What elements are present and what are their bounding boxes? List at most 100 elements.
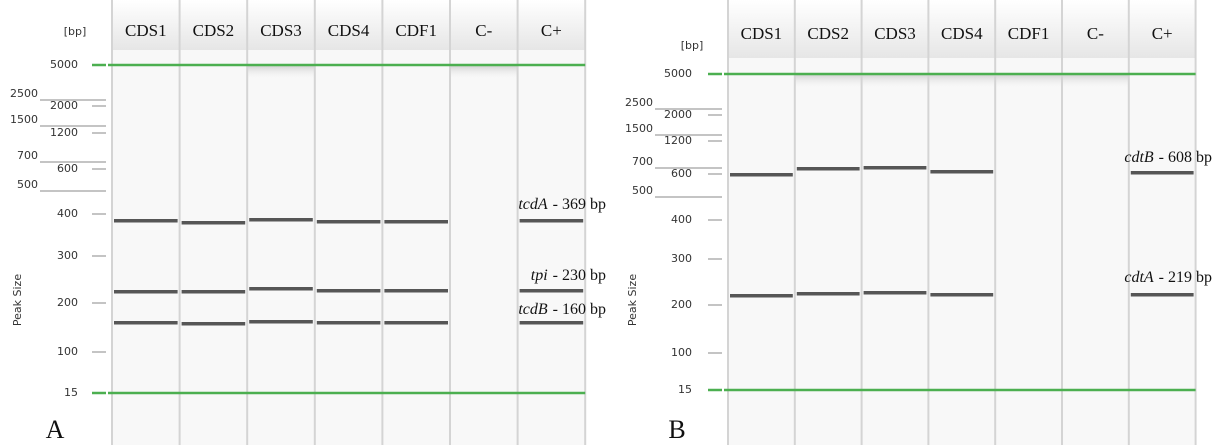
ladder-label: 2000 bbox=[50, 99, 78, 112]
lane-label: CDS4 bbox=[941, 24, 983, 43]
panel-letter: A bbox=[46, 415, 65, 444]
dna-band bbox=[797, 167, 860, 171]
dna-band bbox=[930, 293, 993, 297]
dna-band bbox=[1131, 293, 1194, 297]
gel-background bbox=[728, 0, 1196, 445]
dna-band bbox=[520, 289, 584, 293]
band-annotation: cdtA - 219 bp bbox=[1124, 269, 1212, 286]
ladder-label: 700 bbox=[632, 155, 653, 168]
gene-name: tcdB bbox=[518, 301, 548, 318]
ladder-label: 1500 bbox=[625, 122, 653, 135]
dna-band bbox=[520, 321, 584, 325]
dna-band bbox=[249, 320, 313, 324]
band-annotation: tcdA - 369 bp bbox=[518, 196, 606, 213]
band-annotation: tcdB - 160 bp bbox=[518, 301, 606, 318]
ladder-label: 300 bbox=[57, 249, 78, 262]
dna-band bbox=[1131, 171, 1194, 175]
ladder-label: 1200 bbox=[664, 134, 692, 147]
dna-band bbox=[384, 321, 448, 325]
ladder-label: 5000 bbox=[664, 67, 692, 80]
dna-band bbox=[520, 219, 584, 223]
top-smear bbox=[1062, 74, 1129, 88]
ladder-label: 500 bbox=[632, 184, 653, 197]
gel-panel: CDS1 CDS2 CDS3 CDS4 CDF1 C- C+ [bp] 2500 1500 700 5… bbox=[625, 0, 1212, 445]
gel-panel: CDS1 CDS2 CDS3 CDS4 CDF1 C- C+ [bp] 2500 1500 700 5… bbox=[10, 0, 606, 445]
top-smear bbox=[928, 74, 995, 88]
ladder-label: 200 bbox=[57, 296, 78, 309]
dna-band bbox=[730, 173, 793, 177]
band-size: - 369 bp bbox=[553, 196, 606, 213]
dna-band bbox=[317, 321, 381, 325]
dna-band bbox=[182, 322, 246, 326]
dna-band bbox=[864, 291, 927, 295]
top-smear bbox=[450, 65, 518, 79]
ladder-label: 700 bbox=[17, 149, 38, 162]
ladder-label: 5000 bbox=[50, 58, 78, 71]
band-size: - 219 bp bbox=[1159, 269, 1212, 286]
dna-band bbox=[249, 287, 313, 291]
ladder-label: 400 bbox=[57, 207, 78, 220]
dna-band bbox=[249, 218, 313, 222]
ladder-label: 300 bbox=[671, 252, 692, 265]
band-size: - 608 bp bbox=[1159, 149, 1212, 166]
dna-band bbox=[114, 321, 178, 325]
ladder-label: 100 bbox=[671, 346, 692, 359]
dna-band bbox=[864, 166, 927, 170]
unit-label: [bp] bbox=[64, 25, 87, 38]
ladder-label: 600 bbox=[57, 162, 78, 175]
ladder-label: 15 bbox=[678, 383, 692, 396]
figure: CDS1 CDS2 CDS3 CDS4 CDF1 C- C+ [bp] 2500 1500 700 5… bbox=[0, 0, 1220, 445]
ladder-label: 2000 bbox=[664, 108, 692, 121]
lane-label: CDS1 bbox=[125, 21, 167, 40]
lane-label: CDF1 bbox=[1008, 24, 1050, 43]
ladder-label: 400 bbox=[671, 213, 692, 226]
top-smear bbox=[995, 74, 1062, 88]
ladder-label: 15 bbox=[64, 386, 78, 399]
band-size: - 230 bp bbox=[553, 267, 606, 284]
ladder-label: 200 bbox=[671, 298, 692, 311]
panel-letter: B bbox=[668, 415, 685, 444]
band-size: - 160 bp bbox=[553, 301, 606, 318]
dna-band bbox=[317, 289, 381, 293]
dna-band bbox=[384, 289, 448, 293]
lane-label: CDS3 bbox=[874, 24, 916, 43]
lane-label: CDS1 bbox=[741, 24, 783, 43]
ladder-label: 2500 bbox=[10, 87, 38, 100]
ladder-label: 2500 bbox=[625, 96, 653, 109]
ladder-label: 100 bbox=[57, 345, 78, 358]
gene-name: cdtA bbox=[1124, 269, 1154, 286]
lane-label: C+ bbox=[1152, 24, 1173, 43]
ladder-label: 600 bbox=[671, 167, 692, 180]
top-smear bbox=[862, 74, 929, 88]
lane-label: C- bbox=[1087, 24, 1104, 43]
axis-title: Peak Size bbox=[11, 274, 24, 326]
dna-band bbox=[182, 221, 246, 225]
gene-name: tpi bbox=[531, 267, 548, 284]
lane-label: CDS4 bbox=[328, 21, 370, 40]
lane-label: CDS3 bbox=[260, 21, 302, 40]
dna-band bbox=[114, 290, 178, 294]
lane-label: CDS2 bbox=[193, 21, 235, 40]
band-annotation: cdtB - 608 bp bbox=[1124, 149, 1212, 166]
ladder-label: 1500 bbox=[10, 113, 38, 126]
dna-band bbox=[114, 219, 178, 223]
gene-name: cdtB bbox=[1124, 149, 1154, 166]
lane-label: CDF1 bbox=[395, 21, 437, 40]
ladder-label: 1200 bbox=[50, 126, 78, 139]
top-smear bbox=[247, 65, 315, 79]
ladder-label: 500 bbox=[17, 178, 38, 191]
top-smear bbox=[795, 74, 862, 88]
gene-name: tcdA bbox=[518, 196, 548, 213]
dna-band bbox=[384, 220, 448, 224]
axis-title: Peak Size bbox=[626, 274, 639, 326]
dna-band bbox=[730, 294, 793, 298]
dna-band bbox=[930, 170, 993, 174]
band-annotation: tpi - 230 bp bbox=[531, 267, 606, 284]
lane-label: C- bbox=[475, 21, 492, 40]
lane-label: C+ bbox=[541, 21, 562, 40]
dna-band bbox=[317, 220, 381, 224]
dna-band bbox=[797, 292, 860, 296]
unit-label: [bp] bbox=[681, 39, 704, 52]
lane-label: CDS2 bbox=[807, 24, 849, 43]
dna-band bbox=[182, 290, 246, 294]
